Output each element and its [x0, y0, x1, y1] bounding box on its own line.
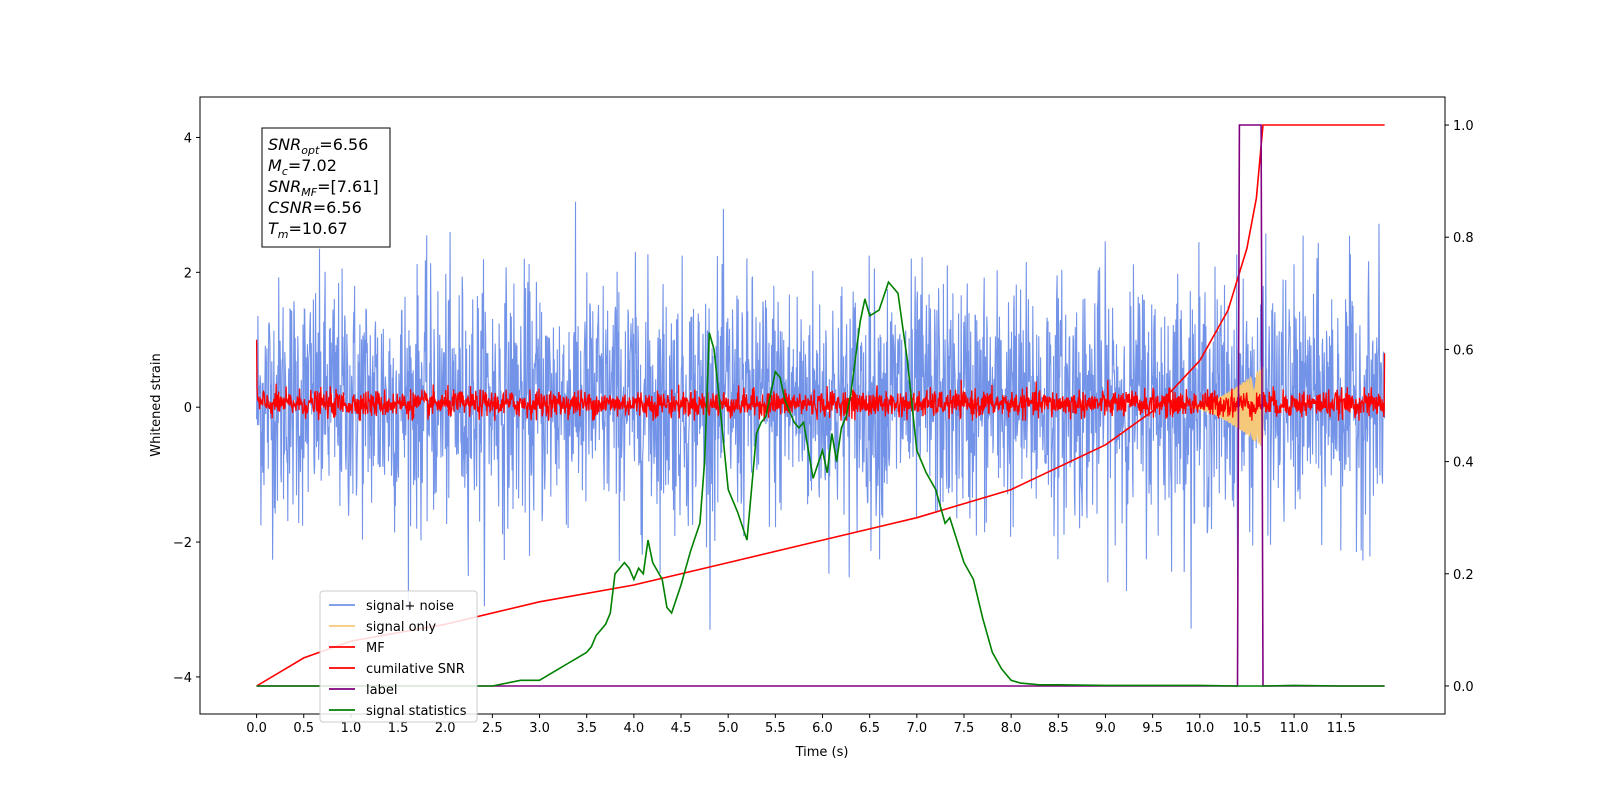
- x-tick-label: 9.5: [1142, 721, 1163, 736]
- series-signal-statistics: [256, 280, 1385, 687]
- legend-label: signal+ noise: [366, 599, 454, 614]
- info-line: SNRMF=[7.61]: [268, 177, 379, 199]
- x-axis-label: Time (s): [795, 745, 849, 760]
- y-right-tick-label: 0.4: [1453, 456, 1474, 471]
- x-tick-label: 11.0: [1280, 721, 1309, 736]
- x-tick-label: 8.5: [1048, 721, 1069, 736]
- x-tick-label: 7.0: [906, 721, 927, 736]
- y-left-tick-label: −4: [173, 671, 192, 686]
- x-tick-label: 10.5: [1232, 721, 1261, 736]
- legend-label: signal statistics: [366, 704, 467, 719]
- y-right-tick-label: 1.0: [1453, 119, 1474, 134]
- y-left-tick-label: 2: [184, 266, 192, 281]
- legend-label: cumilative SNR: [366, 662, 465, 677]
- info-line: Tm=10.67: [268, 219, 348, 241]
- x-tick-label: 3.5: [576, 721, 597, 736]
- x-tick-label: 0.5: [293, 721, 314, 736]
- y-left-tick-label: 4: [184, 131, 192, 146]
- x-tick-label: 4.0: [624, 721, 645, 736]
- y-axis-left: −4 −2 0 2 4: [173, 131, 200, 686]
- x-tick-label: 2.5: [482, 721, 503, 736]
- x-tick-label: 5.5: [765, 721, 786, 736]
- series-mf: [255, 339, 1386, 421]
- x-tick-label: 8.0: [1001, 721, 1022, 736]
- x-tick-label: 4.5: [671, 721, 692, 736]
- legend-label: MF: [366, 641, 385, 656]
- x-tick-label: 1.5: [388, 721, 409, 736]
- y-right-tick-label: 0.6: [1453, 343, 1474, 358]
- legend-items: signal+ noise signal only MF cumilative SNR…: [329, 599, 467, 719]
- legend: signal+ noise signal only MF cumilative SNR…: [319, 590, 478, 723]
- y-right-tick-label: 0.0: [1453, 680, 1474, 695]
- x-tick-label: 2.0: [435, 721, 456, 736]
- x-tick-label: 1.0: [341, 721, 362, 736]
- info-box-frame: [261, 127, 391, 248]
- legend-label: signal only: [366, 620, 436, 635]
- y-left-tick-label: −2: [173, 536, 192, 551]
- x-tick-label: 5.0: [718, 721, 739, 736]
- x-tick-label: 6.5: [859, 721, 880, 736]
- x-tick-label: 10.0: [1185, 721, 1214, 736]
- x-tick-label: 11.5: [1327, 721, 1356, 736]
- x-tick-label: 9.0: [1095, 721, 1116, 736]
- y-axis-label-left: Whitened strain: [149, 353, 164, 456]
- legend-frame: [319, 590, 478, 723]
- y-right-tick-label: 0.8: [1453, 231, 1474, 246]
- y-axis-right: 0.0 0.2 0.4 0.6 0.8 1.0: [1445, 119, 1474, 695]
- y-left-tick-label: 0: [184, 401, 192, 416]
- legend-label: label: [366, 683, 397, 698]
- info-line: CSNR=6.56: [268, 198, 362, 217]
- x-tick-label: 3.0: [529, 721, 550, 736]
- x-axis: 0.0 0.5 1.0 1.5 2.0 2.5 3.0 3.5 4.0 4.5 5.0 5.5 6.0 6…: [246, 714, 1356, 736]
- x-tick-label: 7.5: [954, 721, 975, 736]
- y-right-tick-label: 0.2: [1453, 568, 1474, 583]
- info-line: SNRopt=6.56: [268, 135, 368, 157]
- info-line: Mc=7.02: [268, 156, 337, 178]
- x-tick-label: 0.0: [246, 721, 267, 736]
- x-tick-label: 6.0: [812, 721, 833, 736]
